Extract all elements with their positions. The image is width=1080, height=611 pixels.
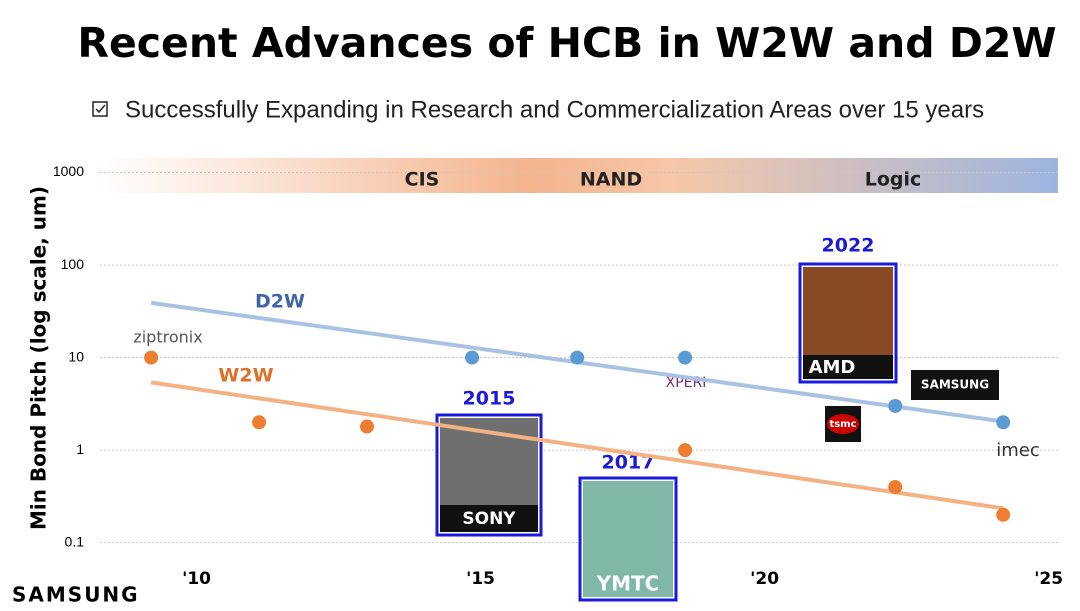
y-tick-label: 1 <box>76 441 84 457</box>
y-tick-label: 0.1 <box>65 533 85 549</box>
logo-text: SONY <box>462 509 516 529</box>
data-point <box>888 398 903 413</box>
tsmc-logo-mark <box>827 414 859 434</box>
series-label: D2W <box>255 291 305 313</box>
title: Recent Advances of HCB in W2W and D2W <box>77 19 1056 67</box>
data-point <box>570 350 585 365</box>
data-point <box>465 350 480 365</box>
logo-text: tsmc <box>829 419 856 430</box>
phase-label: Logic <box>865 169 922 191</box>
x-tick-label: '25 <box>1034 569 1063 589</box>
footer-brand: SAMSUNG <box>12 583 140 607</box>
checkbox <box>92 101 108 117</box>
data-point <box>252 415 267 430</box>
phase-label: NAND <box>580 169 642 191</box>
data-point <box>996 507 1011 522</box>
logo-text: YMTC <box>596 572 660 596</box>
logo-text: AMD <box>809 357 856 378</box>
x-tick-label: '15 <box>466 569 495 589</box>
logo-text: SAMSUNG <box>921 378 989 392</box>
y-axis-label: Min Bond Pitch (log scale, um) <box>27 186 51 530</box>
data-point <box>996 415 1011 430</box>
data-point <box>144 350 159 365</box>
logo-text: ziptronix <box>133 328 202 347</box>
y-tick-label: 10 <box>68 348 84 364</box>
series-label: W2W <box>218 365 273 387</box>
samsung-logo-bg <box>911 370 999 400</box>
phase-label: CIS <box>405 169 440 191</box>
milestone-label: 2015 <box>463 388 516 410</box>
x-tick-label: '20 <box>750 569 779 589</box>
photo-frame <box>578 476 678 602</box>
y-tick-label: 1000 <box>53 163 84 179</box>
milestone-label: 2022 <box>822 235 875 257</box>
sony-bar <box>440 505 538 532</box>
photo-frame <box>435 413 543 537</box>
photo-frame <box>798 262 898 384</box>
data-point <box>359 419 374 434</box>
data-point <box>678 443 693 458</box>
trend-line <box>150 380 1004 511</box>
amd-bar <box>803 355 893 379</box>
checkmark <box>95 104 106 114</box>
y-tick-label: 100 <box>61 256 85 272</box>
logo-text: imec <box>996 440 1040 461</box>
phase-band <box>100 158 1058 193</box>
data-point <box>888 479 903 494</box>
milestone-label: 2017 <box>602 452 655 474</box>
photo <box>583 481 673 597</box>
subtitle: Successfully Expanding in Research and C… <box>125 96 984 123</box>
x-tick-label: '10 <box>182 569 211 589</box>
data-point <box>678 350 693 365</box>
